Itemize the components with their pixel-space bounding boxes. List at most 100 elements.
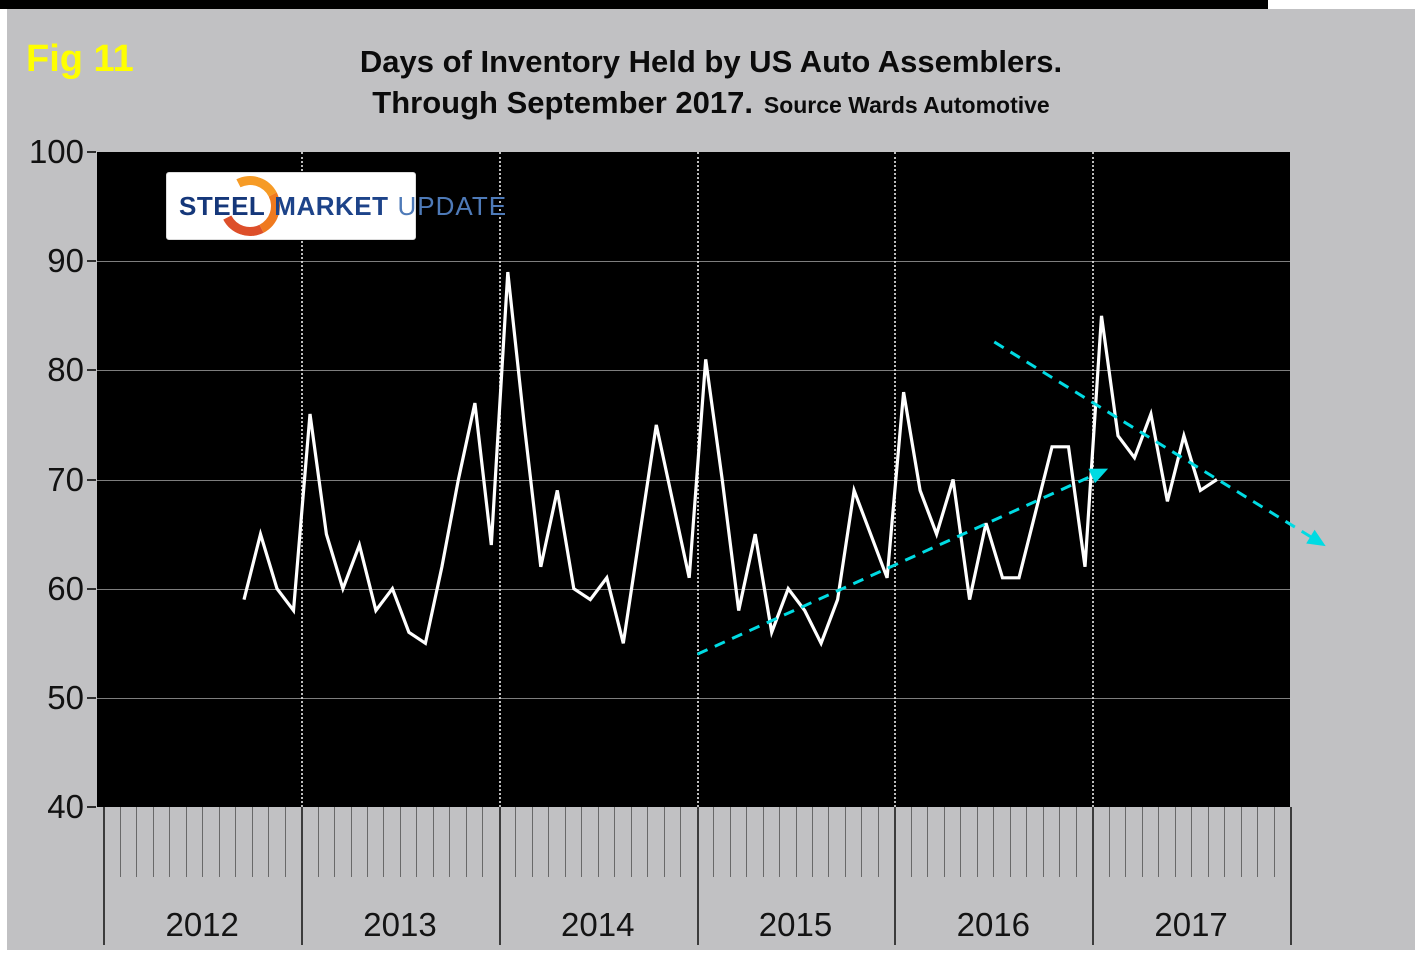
month-tick-mark xyxy=(416,807,418,877)
year-label: 2017 xyxy=(1154,906,1228,943)
y-tick-label: 80 xyxy=(47,351,84,389)
month-tick-mark xyxy=(910,807,912,877)
month-tick-mark xyxy=(432,807,434,877)
year-tick-mark xyxy=(103,807,106,945)
month-tick-mark xyxy=(1075,807,1077,877)
y-tick-label: 70 xyxy=(47,460,84,498)
month-tick-mark xyxy=(960,807,962,877)
year-label: 2015 xyxy=(758,906,833,943)
logo-text: STEEL MARKET UPDATE xyxy=(179,173,507,239)
year-tick-mark xyxy=(301,807,304,945)
month-tick-mark xyxy=(943,807,945,877)
month-tick-mark xyxy=(564,807,566,877)
y-tick-mark xyxy=(87,478,96,481)
month-tick-mark xyxy=(515,807,517,877)
month-tick-mark xyxy=(614,807,616,877)
y-tick-mark xyxy=(87,696,96,699)
month-tick-mark xyxy=(1125,807,1127,877)
month-tick-mark xyxy=(251,807,253,877)
month-tick-mark xyxy=(268,807,270,877)
month-tick-mark xyxy=(630,807,632,877)
y-tick-label: 50 xyxy=(47,678,84,716)
month-tick-mark xyxy=(647,807,649,877)
month-tick-mark xyxy=(812,807,813,877)
logo-word-steel: STEEL xyxy=(179,190,266,221)
top-border xyxy=(0,0,1268,9)
month-tick-mark xyxy=(152,807,154,877)
grid-line-horizontal xyxy=(97,697,1290,699)
month-tick-mark xyxy=(729,807,731,877)
smu-logo: STEEL MARKET UPDATE xyxy=(166,168,506,244)
year-label: 2013 xyxy=(363,906,437,943)
year-tick-mark xyxy=(498,807,501,945)
month-tick-mark xyxy=(1158,807,1160,877)
y-axis: 100 90 80 70 60 50 40 xyxy=(0,0,96,973)
month-tick-mark xyxy=(779,807,781,877)
year-label: 2016 xyxy=(956,906,1031,943)
month-tick-mark xyxy=(1257,807,1259,877)
year-tick-mark xyxy=(1289,807,1292,945)
source-note: Source Wards Automotive xyxy=(763,92,1050,118)
figure-label: Fig 11 xyxy=(26,38,134,80)
month-tick-mark xyxy=(548,807,550,877)
year-tick-mark xyxy=(696,807,699,945)
month-tick-mark xyxy=(844,807,846,877)
logo-word-update: UPDATE xyxy=(397,190,508,221)
month-tick-mark xyxy=(581,807,583,877)
month-tick-mark xyxy=(828,807,830,877)
chart-subtitle: Through September 2017. Source Wards Aut… xyxy=(0,85,1422,121)
month-tick-mark xyxy=(597,807,599,877)
month-tick-mark xyxy=(1141,807,1143,877)
chart-subtitle-text: Through September 2017. xyxy=(372,85,754,120)
y-tick-mark xyxy=(87,369,96,372)
month-tick-mark xyxy=(1108,807,1110,877)
year-label: 2012 xyxy=(165,906,239,943)
month-tick-mark xyxy=(334,807,336,877)
y-tick-mark xyxy=(87,151,96,153)
month-tick-mark xyxy=(531,807,533,877)
grid-line-horizontal xyxy=(97,261,1290,263)
chart-title: Days of Inventory Held by US Auto Assemb… xyxy=(359,44,1063,79)
month-tick-mark xyxy=(795,807,797,877)
month-tick-mark xyxy=(746,807,748,877)
year-tick-mark xyxy=(894,807,897,945)
month-tick-mark xyxy=(680,807,682,877)
month-tick-mark xyxy=(235,807,237,877)
month-tick-mark xyxy=(1273,807,1275,877)
y-tick-label: 90 xyxy=(47,242,84,280)
month-tick-mark xyxy=(861,807,863,877)
month-tick-mark xyxy=(367,807,368,877)
month-tick-mark xyxy=(1059,807,1061,877)
month-tick-mark xyxy=(399,807,401,877)
month-tick-mark xyxy=(713,807,715,877)
month-tick-mark xyxy=(993,807,995,877)
month-tick-mark xyxy=(1174,807,1176,877)
month-tick-mark xyxy=(119,807,121,877)
month-tick-mark xyxy=(284,807,286,877)
month-tick-mark xyxy=(663,807,665,877)
month-tick-mark xyxy=(1191,807,1193,877)
month-tick-mark xyxy=(1026,807,1028,877)
month-tick-mark xyxy=(1009,807,1011,877)
month-tick-mark xyxy=(185,807,187,877)
month-tick-mark xyxy=(449,807,451,877)
y-tick-mark xyxy=(87,260,96,263)
month-tick-mark xyxy=(136,807,138,877)
logo-word-market: MARKET xyxy=(274,190,389,221)
month-tick-mark xyxy=(218,807,220,877)
month-tick-mark xyxy=(350,807,352,877)
y-tick-mark xyxy=(87,587,96,590)
month-tick-mark xyxy=(762,807,764,877)
month-tick-mark xyxy=(169,807,171,877)
month-tick-mark xyxy=(317,807,319,877)
month-tick-mark xyxy=(927,807,929,877)
month-tick-mark xyxy=(1240,807,1242,877)
month-tick-mark xyxy=(383,807,385,877)
y-tick-mark xyxy=(87,806,96,808)
month-tick-mark xyxy=(202,807,204,877)
year-label: 2014 xyxy=(561,906,635,943)
month-tick-mark xyxy=(1042,807,1044,877)
year-tick-mark xyxy=(1092,807,1095,945)
month-tick-mark xyxy=(877,807,879,877)
